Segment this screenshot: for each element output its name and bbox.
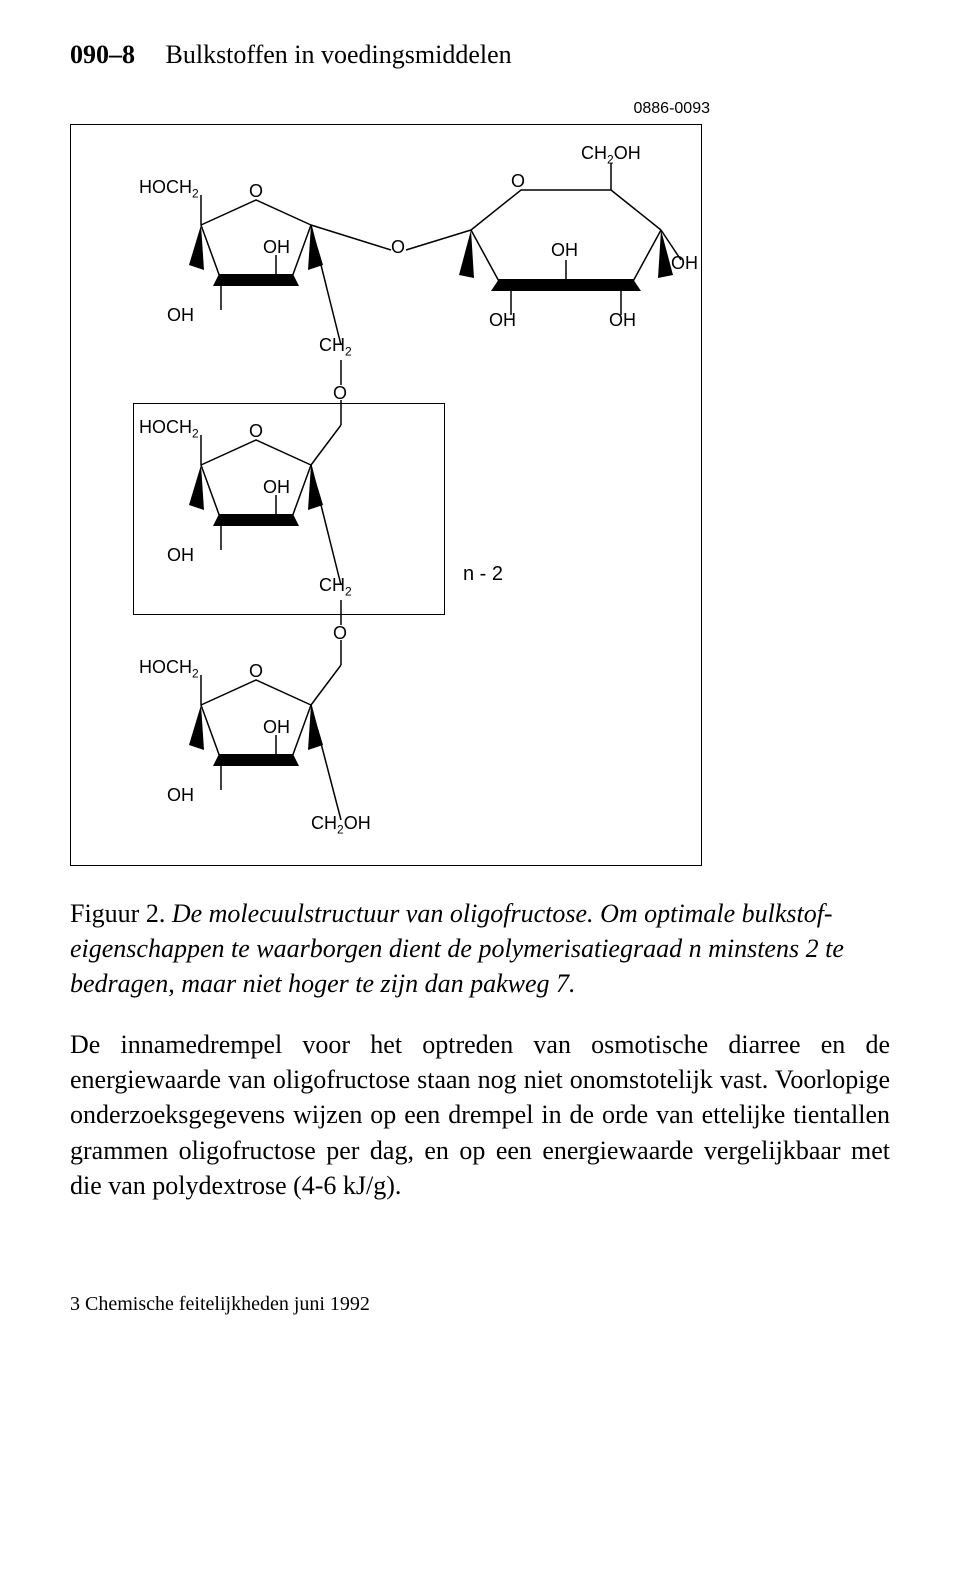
- running-title: Bulkstoffen in voedingsmiddelen: [166, 40, 512, 69]
- figure-caption-label: Figuur 2.: [70, 899, 165, 928]
- page-footer: 3 Chemische feitelijkheden juni 1992: [70, 1293, 890, 1316]
- label-hoch2: HOCH2: [139, 177, 199, 201]
- label-ch2: CH2: [319, 335, 352, 359]
- label-oh: OH: [263, 717, 290, 738]
- label-oh: OH: [671, 253, 698, 274]
- label-ch2: CH2: [319, 575, 352, 599]
- label-oh: OH: [167, 545, 194, 566]
- label-oh: OH: [263, 477, 290, 498]
- label-o-link: O: [333, 383, 347, 404]
- label-oh: OH: [551, 240, 578, 261]
- label-hoch2: HOCH2: [139, 657, 199, 681]
- body-paragraph: De innamedrempel voor het optreden van o…: [70, 1027, 890, 1202]
- label-hoch2: HOCH2: [139, 417, 199, 441]
- label-o-ring: O: [249, 661, 263, 682]
- label-o-ring: O: [249, 181, 263, 202]
- running-header: 090–8 Bulkstoffen in voedingsmiddelen: [70, 40, 890, 70]
- figure-id-code: 0886-0093: [70, 100, 890, 118]
- label-o-ring: O: [249, 421, 263, 442]
- label-oh: OH: [489, 310, 516, 331]
- figure-caption: Figuur 2. De molecuulstructuur van oligo…: [70, 896, 890, 1001]
- label-oh: OH: [167, 305, 194, 326]
- label-ch2oh: CH2OH: [311, 813, 371, 837]
- figure-chemical-structure: HOCH2 O OH OH CH2 O O CH2OH OH OH OH OH …: [70, 124, 702, 866]
- label-o-bridge: O: [391, 237, 405, 258]
- label-o-ring: O: [511, 171, 525, 192]
- label-oh: OH: [609, 310, 636, 331]
- page-number: 090–8: [70, 40, 135, 69]
- label-repeat-n: n - 2: [463, 563, 503, 586]
- label-o-link: O: [333, 623, 347, 644]
- figure-caption-sentence: De molecuulstructuur van oligofructose.: [172, 899, 594, 928]
- label-oh: OH: [167, 785, 194, 806]
- label-oh: OH: [263, 237, 290, 258]
- label-ch2oh: CH2OH: [581, 143, 641, 167]
